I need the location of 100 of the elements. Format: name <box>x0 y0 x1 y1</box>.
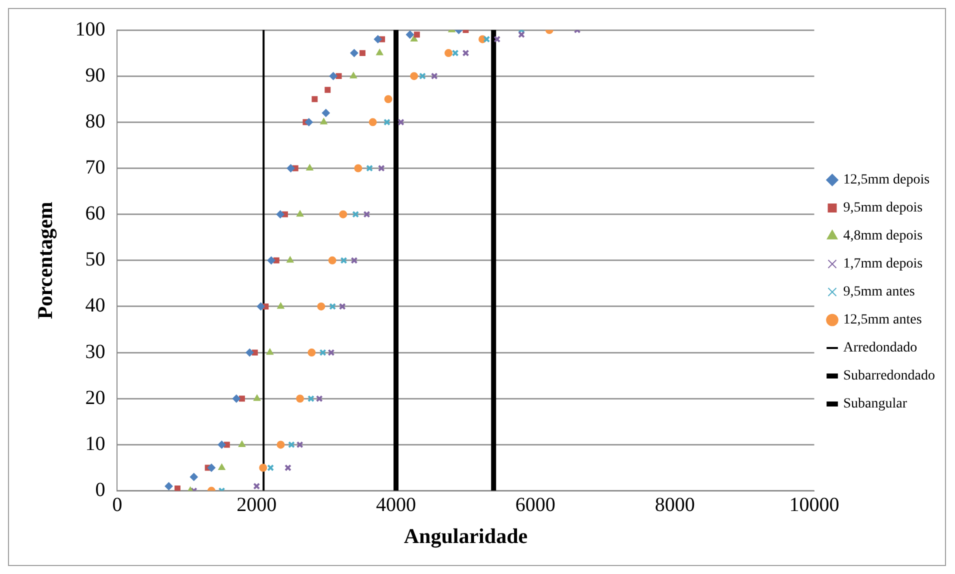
point <box>256 302 265 310</box>
point <box>306 164 314 170</box>
point <box>452 50 459 57</box>
point <box>329 303 336 310</box>
y-tick-label: 50 <box>85 248 106 271</box>
point <box>374 35 382 44</box>
point <box>360 50 366 56</box>
point <box>376 49 384 56</box>
y-tick-label: 20 <box>85 386 106 409</box>
point <box>296 210 304 217</box>
point <box>238 440 246 447</box>
point <box>354 164 362 172</box>
point <box>317 302 326 310</box>
point <box>483 36 490 43</box>
legend-label: 4,8mm depois <box>843 228 923 244</box>
x-tick-label: 2000 <box>236 494 277 516</box>
point <box>352 210 360 218</box>
point <box>246 348 254 357</box>
legend-label: Subarredondado <box>843 368 936 384</box>
legend-label: 1,7mm depois <box>843 256 923 272</box>
point <box>218 440 226 449</box>
point <box>383 118 390 126</box>
point <box>350 72 357 78</box>
point <box>190 472 198 481</box>
point <box>338 303 346 310</box>
y-tick-label: 40 <box>85 294 106 317</box>
point <box>328 256 336 264</box>
legend-label: 12,5mm depois <box>843 172 930 188</box>
point <box>288 441 295 448</box>
point <box>267 464 274 472</box>
x-tick-label: 6000 <box>515 494 556 516</box>
point <box>252 350 258 356</box>
point <box>308 395 314 402</box>
point <box>207 464 216 472</box>
legend-label: 12,5mm antes <box>843 312 922 328</box>
point <box>164 482 173 490</box>
x-tick-label: 8000 <box>654 494 695 516</box>
point <box>397 118 404 126</box>
point <box>320 118 328 124</box>
legend-label: 9,5mm antes <box>843 284 915 300</box>
point <box>253 482 260 490</box>
point <box>329 72 338 80</box>
legend-label: 9,5mm depois <box>843 200 923 216</box>
point <box>253 394 261 401</box>
point <box>312 96 318 102</box>
point <box>419 72 426 80</box>
point <box>266 348 274 355</box>
y-tick-label: 90 <box>85 64 106 86</box>
legend-label: Arredondado <box>843 340 918 356</box>
point <box>328 349 335 356</box>
point <box>286 164 295 172</box>
point <box>267 256 276 264</box>
point <box>414 32 420 38</box>
point <box>296 394 304 403</box>
point <box>430 72 438 80</box>
point <box>518 31 525 38</box>
y-tick-label: 100 <box>75 18 106 40</box>
point <box>340 256 348 264</box>
point <box>366 164 374 172</box>
point <box>277 302 284 309</box>
point <box>316 395 323 402</box>
point <box>406 30 414 39</box>
point <box>218 464 226 470</box>
point <box>276 440 285 449</box>
point <box>224 442 230 448</box>
y-tick-label: 0 <box>95 479 106 502</box>
y-tick-label: 80 <box>85 110 106 132</box>
point <box>378 164 385 172</box>
y-tick-label: 60 <box>85 202 106 225</box>
point <box>324 86 331 93</box>
point <box>494 36 501 43</box>
point <box>350 256 358 264</box>
x-tick-label: 4000 <box>376 494 416 516</box>
y-tick-label: 30 <box>85 340 106 363</box>
y-axis-title: Porcentagem <box>33 201 58 320</box>
y-tick-label: 10 <box>85 432 106 455</box>
x-tick-label: 10000 <box>789 494 840 516</box>
point <box>284 464 292 472</box>
point <box>368 118 377 126</box>
point <box>384 95 392 104</box>
point <box>308 348 316 357</box>
point <box>286 256 294 263</box>
point <box>322 108 330 117</box>
point <box>462 50 470 57</box>
legend-label: Subangular <box>843 396 908 412</box>
point <box>304 118 313 126</box>
point <box>238 396 245 402</box>
point <box>296 441 304 448</box>
point <box>336 73 342 80</box>
point <box>410 35 418 42</box>
x-tick-label: 0 <box>112 494 122 516</box>
point <box>276 210 284 218</box>
point <box>232 394 240 403</box>
y-tick-label: 70 <box>85 156 106 178</box>
point <box>363 210 370 218</box>
point <box>259 464 268 472</box>
point <box>444 49 453 58</box>
x-axis-title: Angularidade <box>404 524 528 548</box>
point <box>350 49 358 58</box>
point <box>339 210 348 218</box>
